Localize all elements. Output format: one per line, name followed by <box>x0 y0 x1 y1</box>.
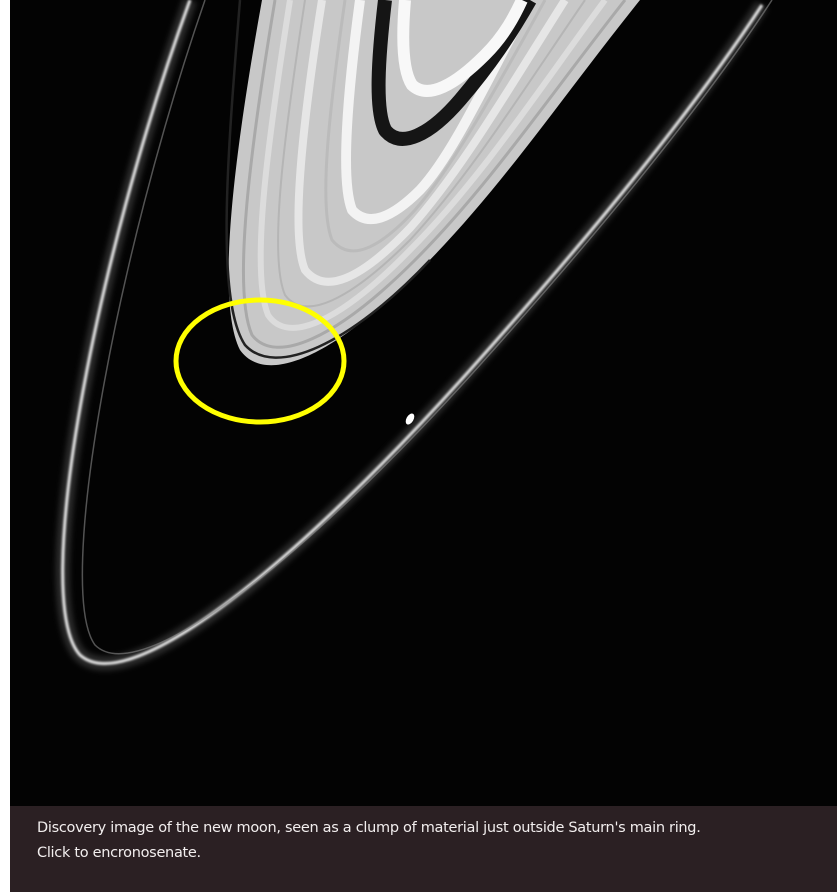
caption-line: Discovery image of the new moon, seen as… <box>37 820 701 836</box>
f-ring <box>61 0 764 665</box>
saturn-ring-photo <box>10 0 837 806</box>
f-ring-strand <box>81 0 773 655</box>
highlight-circle <box>173 297 347 425</box>
new-moon <box>405 413 415 425</box>
caption-bar: Discovery image of the new moon, seen as… <box>10 806 837 892</box>
caption-line: Click to encronosenate. <box>37 845 201 861</box>
